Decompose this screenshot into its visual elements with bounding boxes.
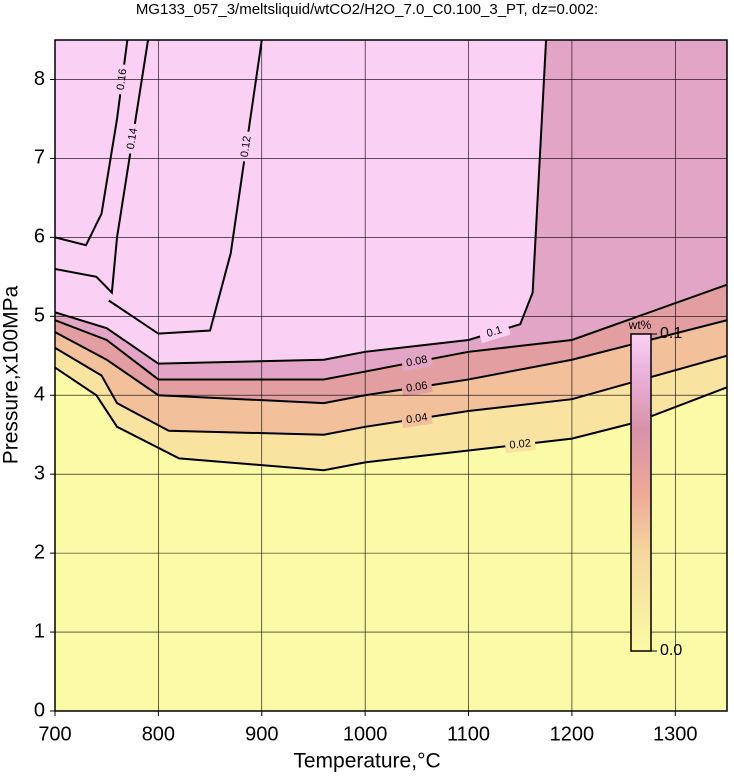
contour-line [55, 366, 727, 472]
plot-area: 0.020.040.060.080.10.120.140.16 [55, 40, 727, 711]
contour-label: 0.04 [405, 411, 428, 426]
contour-label: 0.12 [239, 135, 254, 158]
contour-label: 0.14 [125, 127, 140, 150]
contour-fill [55, 40, 128, 246]
plot-frame [54, 39, 728, 712]
contour-label-group: 0.04 [400, 409, 433, 429]
colorbar-tick-label: 0.0 [660, 642, 682, 659]
contour-label-group: 0.12 [237, 130, 256, 163]
y-tick-label: 6 [34, 226, 45, 248]
contour-label: 0.08 [405, 354, 428, 370]
y-tick-label: 1 [34, 620, 45, 642]
contour-label-bg [477, 321, 511, 344]
colorbar-tick-label: 0.1 [660, 325, 682, 342]
y-tick-label: 0 [34, 699, 45, 721]
x-tick-label: 800 [142, 723, 175, 745]
x-tick-label: 1100 [447, 723, 490, 745]
contour-label-group: 0.1 [477, 321, 511, 344]
chart-title: MG133_057_3/meltsliquid/wtCO2/H2O_7.0_C0… [136, 1, 598, 18]
x-axis-label: Temperature,°C [293, 750, 440, 773]
contour-line [55, 40, 150, 295]
y-tick-label: 2 [34, 541, 45, 563]
contour-label-bg [504, 435, 536, 454]
colorbar [630, 333, 652, 652]
x-tick-label: 900 [245, 723, 278, 745]
y-tick-label: 5 [34, 305, 45, 327]
y-tick-label: 3 [34, 462, 45, 484]
contour-line [55, 283, 727, 381]
contour-label-bg [400, 409, 433, 429]
colorbar-label: wt% [628, 318, 652, 332]
contour-label-group: 0.08 [400, 351, 433, 372]
contour-label-bg [237, 130, 256, 163]
contour-line [108, 40, 263, 335]
y-tick-label: 4 [34, 384, 45, 406]
x-tick-label: 1300 [653, 723, 698, 745]
contour-label-group: 0.02 [504, 435, 536, 454]
contour-label: 0.02 [509, 437, 532, 451]
contour-line [55, 319, 727, 405]
y-tick-label: 8 [34, 68, 45, 90]
y-axis-label: Pressure,x100MPa [0, 285, 23, 464]
contour-label-bg [400, 351, 433, 372]
contour-label: 0.06 [405, 380, 428, 395]
axes: 700 800 900 1000 1100 1200 1300 0 1 2 3 4 5 6 7 8 wt% 0.0… [34, 39, 728, 745]
contour-line [55, 347, 727, 436]
contour-fill [108, 40, 262, 334]
x-tick-label: 1200 [550, 723, 595, 745]
contour-label: 0.1 [485, 324, 503, 340]
x-tick-label: 1000 [343, 723, 388, 745]
contour-label-bg [400, 378, 433, 397]
contour-label-group: 0.06 [400, 378, 433, 397]
x-tick-label: 700 [38, 723, 71, 745]
contour-label-group: 0.14 [123, 122, 142, 155]
y-tick-label: 7 [34, 147, 45, 169]
contour-label-bg [123, 122, 142, 155]
